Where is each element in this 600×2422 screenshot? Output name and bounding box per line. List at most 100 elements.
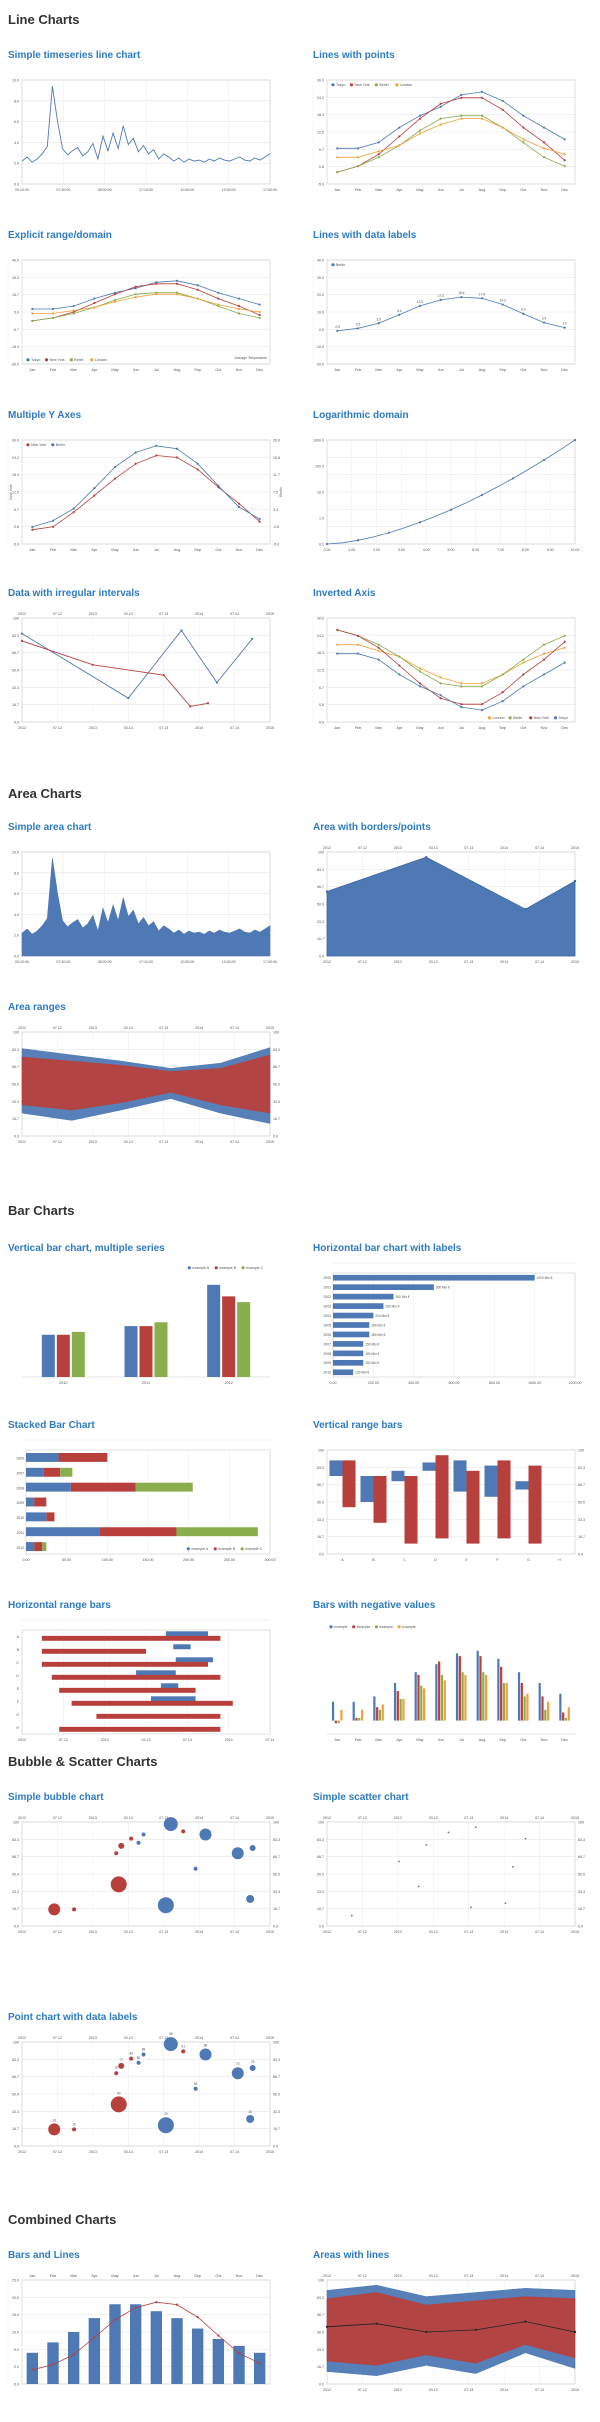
line-series: [326, 2321, 576, 2333]
x-tick-label: 07:30:00: [56, 188, 70, 192]
data-point: [449, 508, 453, 511]
x-tick-label: Nov: [236, 548, 243, 552]
y-tick-label: 15.8: [273, 456, 280, 460]
data-point: [573, 2330, 577, 2334]
chart-title-c13[interactable]: Horizontal bar chart with labels: [313, 1243, 462, 1254]
chart-title-c18[interactable]: Simple bubble chart: [8, 1792, 104, 1803]
x-tick-label: C: [403, 1558, 406, 1562]
data-point: [563, 326, 566, 329]
x-tick-label: Nov: [541, 188, 548, 192]
chart-title-c15[interactable]: Vertical range bars: [313, 1420, 403, 1431]
x-tick-label: 2015: [266, 1816, 274, 1820]
data-point: [542, 126, 546, 129]
y-tick-label: 1000.0: [313, 439, 324, 443]
chart-title-c2[interactable]: Lines with points: [313, 50, 395, 61]
x-tick-label: Jan: [29, 368, 35, 372]
chart-title-c11[interactable]: Area ranges: [8, 1002, 66, 1013]
chart-title-c5[interactable]: Multiple Y Axes: [8, 410, 82, 421]
chart-title-c22[interactable]: Areas with lines: [313, 2250, 390, 2261]
x-tick-label: 03.13: [124, 2150, 133, 2154]
chart-title-c4[interactable]: Lines with data labels: [313, 230, 417, 241]
chart-c4: 40.0 30.0 20.0 10.0 0.0 -10.0 -20.0 Jan Feb Mar Ap…: [312, 259, 576, 372]
y-tick-label: 0.0: [14, 1135, 19, 1139]
range-bar: [497, 1460, 511, 1539]
legend-label: example A: [191, 1547, 208, 1551]
x-tick-label: Dec: [256, 368, 263, 372]
data-label: 55: [194, 2082, 198, 2086]
plot-frame: [21, 617, 271, 723]
legend-label: example: [379, 1625, 393, 1629]
section-title-bar-charts: Bar Charts: [8, 1203, 75, 1218]
data-point: [542, 652, 546, 655]
bar: [378, 1709, 382, 1721]
line-series: [337, 629, 565, 687]
y-tick-label: 0.0: [14, 721, 19, 725]
y-tick-label: 66.7: [578, 1483, 585, 1487]
y-tick-label: 16.7: [317, 1535, 324, 1539]
data-label: 1.0: [562, 322, 567, 326]
bar: [41, 1334, 55, 1377]
chart-title-c10[interactable]: Area with borders/points: [313, 822, 431, 833]
data-label: 18.6: [458, 291, 464, 295]
chart-title-c3[interactable]: Explicit range/domain: [8, 230, 112, 241]
x-tick-label: 300.00: [265, 1558, 276, 1562]
legend-label: example C: [246, 1266, 264, 1270]
data-point: [113, 300, 117, 303]
x-tick-label: 2010: [59, 1381, 67, 1385]
bubble: [231, 2067, 244, 2080]
plot-frame: [326, 79, 576, 185]
y-tick-label: 50.0: [12, 669, 19, 673]
x-tick-label: Nov: [236, 368, 243, 372]
line-series: [32, 283, 260, 322]
data-point: [72, 2353, 75, 2356]
y-tick-label: 33.3: [12, 2110, 19, 2114]
bar-segment: [26, 1467, 44, 1477]
x-tick-label: 2014: [195, 2150, 203, 2154]
chart-title-c21[interactable]: Bars and Lines: [8, 2250, 80, 2261]
chart-title-c20[interactable]: Point chart with data labels: [8, 2012, 138, 2023]
data-label: 75: [251, 2060, 255, 2064]
bar-segment: [26, 1542, 35, 1552]
legend-marker: [352, 1625, 356, 1629]
y-tick-label: 83.3: [273, 1048, 280, 1052]
x-tick-label: Nov: [541, 368, 548, 372]
chart-title-c16[interactable]: Horizontal range bars: [8, 1600, 111, 1611]
y-tick-label: 83.3: [273, 2058, 280, 2062]
data-point: [524, 908, 527, 911]
x-tick-label: Nov: [541, 726, 548, 730]
y-tick-label: 25.0: [12, 2279, 19, 2283]
x-tick-label: 07.12: [59, 1738, 68, 1742]
y-tick-label: 100.0: [315, 465, 324, 469]
chart-title-c8[interactable]: Inverted Axis: [313, 588, 376, 599]
x-tick-label: Mar: [375, 1738, 382, 1742]
x-tick-label: 0.00: [324, 548, 331, 552]
y-tick-label: 0.0: [273, 1925, 278, 1929]
x-tick-label: 07.13: [159, 1930, 168, 1934]
chart-title-c9[interactable]: Simple area chart: [8, 822, 92, 833]
data-point: [113, 477, 117, 480]
legend-item: New York: [26, 443, 46, 447]
data-label: 13.5: [417, 300, 423, 304]
x-tick-label: 07.14: [266, 1738, 275, 1742]
x-tick-label: 07.13: [159, 612, 168, 616]
y-tick-label: 0.0: [578, 1553, 583, 1557]
bar: [71, 1331, 85, 1377]
chart-title-c1[interactable]: Simple timeseries line chart: [8, 50, 141, 61]
chart-title-c6[interactable]: Logarithmic domain: [313, 410, 409, 421]
chart-title-c17[interactable]: Bars with negative values: [313, 1600, 436, 1611]
y-tick-label: 0.8: [14, 525, 19, 529]
chart-title-c12[interactable]: Vertical bar chart, multiple series: [8, 1243, 165, 1254]
y-tick-label: 100: [318, 851, 324, 855]
chart-title-c7[interactable]: Data with irregular intervals: [8, 588, 140, 599]
bar: [479, 1656, 482, 1721]
x-tick-label: 2012: [18, 1140, 26, 1144]
data-label: 500 Mio €: [436, 1286, 450, 1290]
y-tick-label: 7.5: [273, 491, 278, 495]
bubble: [199, 1828, 212, 1841]
y-tick-label: 100: [578, 1821, 584, 1825]
chart-title-c19[interactable]: Simple scatter chart: [313, 1792, 409, 1803]
bar: [191, 2328, 204, 2384]
chart-title-c14[interactable]: Stacked Bar Chart: [8, 1420, 95, 1431]
data-point: [31, 2368, 34, 2371]
